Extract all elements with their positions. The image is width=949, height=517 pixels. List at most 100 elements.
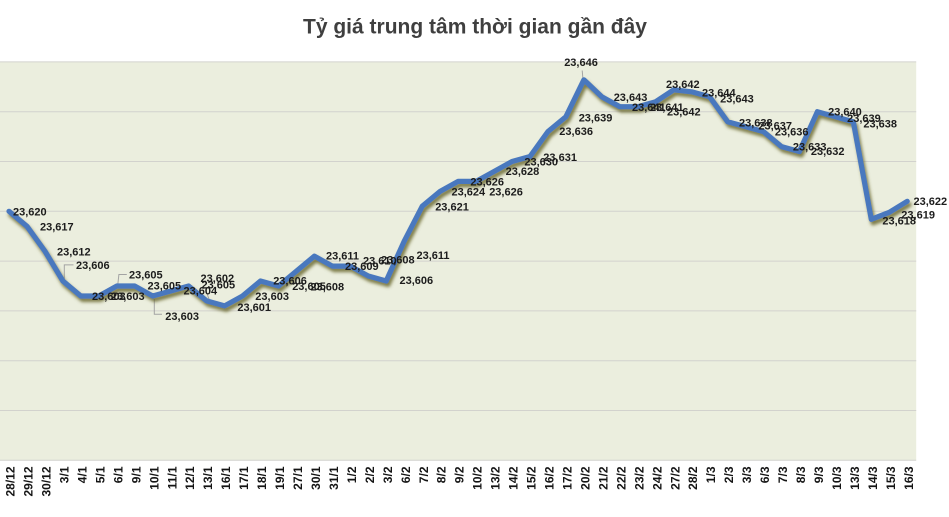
svg-text:23,636: 23,636 [775,126,809,138]
svg-text:23,618: 23,618 [882,216,916,228]
svg-text:23,631: 23,631 [543,152,577,164]
svg-text:17/1: 17/1 [237,466,251,490]
svg-text:1/3: 1/3 [704,466,718,483]
svg-text:23,604: 23,604 [184,285,219,297]
svg-text:3/1: 3/1 [58,466,72,483]
svg-text:23,609: 23,609 [345,261,379,273]
svg-text:23,622: 23,622 [914,196,948,208]
svg-text:16/2: 16/2 [543,466,557,490]
svg-text:27/2: 27/2 [668,466,682,490]
svg-text:6/2: 6/2 [399,466,413,483]
svg-text:23,603: 23,603 [165,311,199,323]
svg-text:28/12: 28/12 [4,466,18,496]
svg-text:10/1: 10/1 [147,466,161,490]
svg-text:23,610: 23,610 [363,255,397,267]
svg-text:23,608: 23,608 [311,281,345,293]
svg-text:23,639: 23,639 [847,113,881,125]
svg-text:14/2: 14/2 [507,466,521,490]
svg-text:30/12: 30/12 [40,466,54,496]
svg-text:23,626: 23,626 [489,186,523,198]
svg-text:23,608: 23,608 [381,255,415,267]
svg-text:23,624: 23,624 [452,186,487,198]
svg-text:23,633: 23,633 [793,141,827,153]
svg-text:11/1: 11/1 [165,466,179,489]
svg-text:Tỷ giá trung tâm thời gian gần: Tỷ giá trung tâm thời gian gần đây [303,16,647,39]
svg-text:23,603: 23,603 [111,291,145,303]
svg-text:23,605: 23,605 [202,279,236,291]
svg-text:23,642: 23,642 [666,79,700,91]
svg-text:23,630: 23,630 [524,157,558,169]
svg-text:23,601: 23,601 [237,302,271,314]
svg-text:23,605: 23,605 [292,281,326,293]
svg-text:23,632: 23,632 [811,146,845,158]
svg-text:23,644: 23,644 [702,87,737,99]
svg-text:13/2: 13/2 [489,466,503,490]
svg-text:23,611: 23,611 [326,250,359,262]
svg-text:23,612: 23,612 [57,246,91,258]
svg-text:23,639: 23,639 [579,113,613,125]
svg-text:29/12: 29/12 [22,466,36,496]
svg-text:7/3: 7/3 [776,466,790,483]
svg-text:31/1: 31/1 [327,466,341,490]
svg-text:22/2: 22/2 [614,466,628,490]
svg-text:23,643: 23,643 [614,92,648,104]
svg-text:9/1: 9/1 [129,466,143,483]
svg-text:10/3: 10/3 [830,466,844,490]
svg-text:23,605: 23,605 [148,280,182,292]
svg-text:23,646: 23,646 [564,57,598,69]
svg-text:3/2: 3/2 [381,466,395,483]
svg-text:20/2: 20/2 [579,466,593,490]
svg-text:2/3: 2/3 [722,466,736,483]
svg-text:15/3: 15/3 [884,466,898,490]
svg-text:4/1: 4/1 [75,466,89,483]
svg-text:18/1: 18/1 [255,466,269,490]
svg-text:23,606: 23,606 [76,260,110,272]
svg-text:13/3: 13/3 [848,466,862,490]
svg-text:16/3: 16/3 [902,466,916,490]
svg-text:23,643: 23,643 [720,93,754,105]
svg-text:8/3: 8/3 [794,466,808,483]
svg-text:5/1: 5/1 [93,466,107,483]
svg-text:12/1: 12/1 [183,466,197,490]
svg-text:6/1: 6/1 [111,466,125,483]
svg-text:23,606: 23,606 [273,275,307,287]
svg-text:23,636: 23,636 [559,126,593,138]
svg-text:23,637: 23,637 [758,120,792,132]
svg-text:23,640: 23,640 [828,106,862,118]
svg-text:10/2: 10/2 [471,466,485,490]
svg-text:23,620: 23,620 [13,206,47,218]
svg-text:9/2: 9/2 [453,466,467,483]
svg-text:23,603: 23,603 [255,291,289,303]
svg-text:16/1: 16/1 [219,466,233,490]
svg-text:21/2: 21/2 [596,466,610,490]
svg-text:23,621: 23,621 [435,201,469,213]
svg-text:23,606: 23,606 [400,275,434,287]
svg-text:13/1: 13/1 [201,466,215,490]
svg-text:23,642: 23,642 [667,107,701,119]
svg-text:23,603: 23,603 [92,291,126,303]
svg-text:7/2: 7/2 [417,466,431,483]
svg-text:30/1: 30/1 [309,466,323,490]
svg-text:28/2: 28/2 [686,466,700,490]
svg-text:15/2: 15/2 [525,466,539,490]
svg-text:14/3: 14/3 [866,466,880,490]
svg-text:23,638: 23,638 [739,117,773,129]
svg-text:9/3: 9/3 [812,466,826,483]
svg-text:23,617: 23,617 [40,221,74,233]
svg-text:19/1: 19/1 [273,466,287,490]
svg-text:23,628: 23,628 [506,166,540,178]
svg-text:23,611: 23,611 [417,250,450,262]
svg-text:23,638: 23,638 [863,119,897,131]
svg-text:24/2: 24/2 [650,466,664,490]
svg-text:2/2: 2/2 [363,466,377,483]
svg-text:23,641: 23,641 [632,102,666,114]
svg-text:23,605: 23,605 [129,269,163,281]
svg-text:1/2: 1/2 [345,466,359,483]
svg-text:23,626: 23,626 [470,176,504,188]
svg-text:17/2: 17/2 [561,466,575,490]
svg-text:3/3: 3/3 [740,466,754,483]
svg-text:23,619: 23,619 [901,209,935,221]
svg-text:23/2: 23/2 [632,466,646,490]
svg-text:27/1: 27/1 [291,466,305,490]
svg-text:8/2: 8/2 [435,466,449,483]
